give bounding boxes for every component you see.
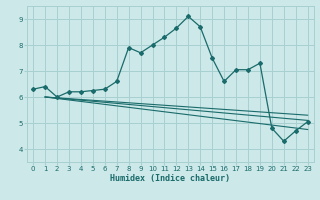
X-axis label: Humidex (Indice chaleur): Humidex (Indice chaleur) bbox=[110, 174, 230, 183]
